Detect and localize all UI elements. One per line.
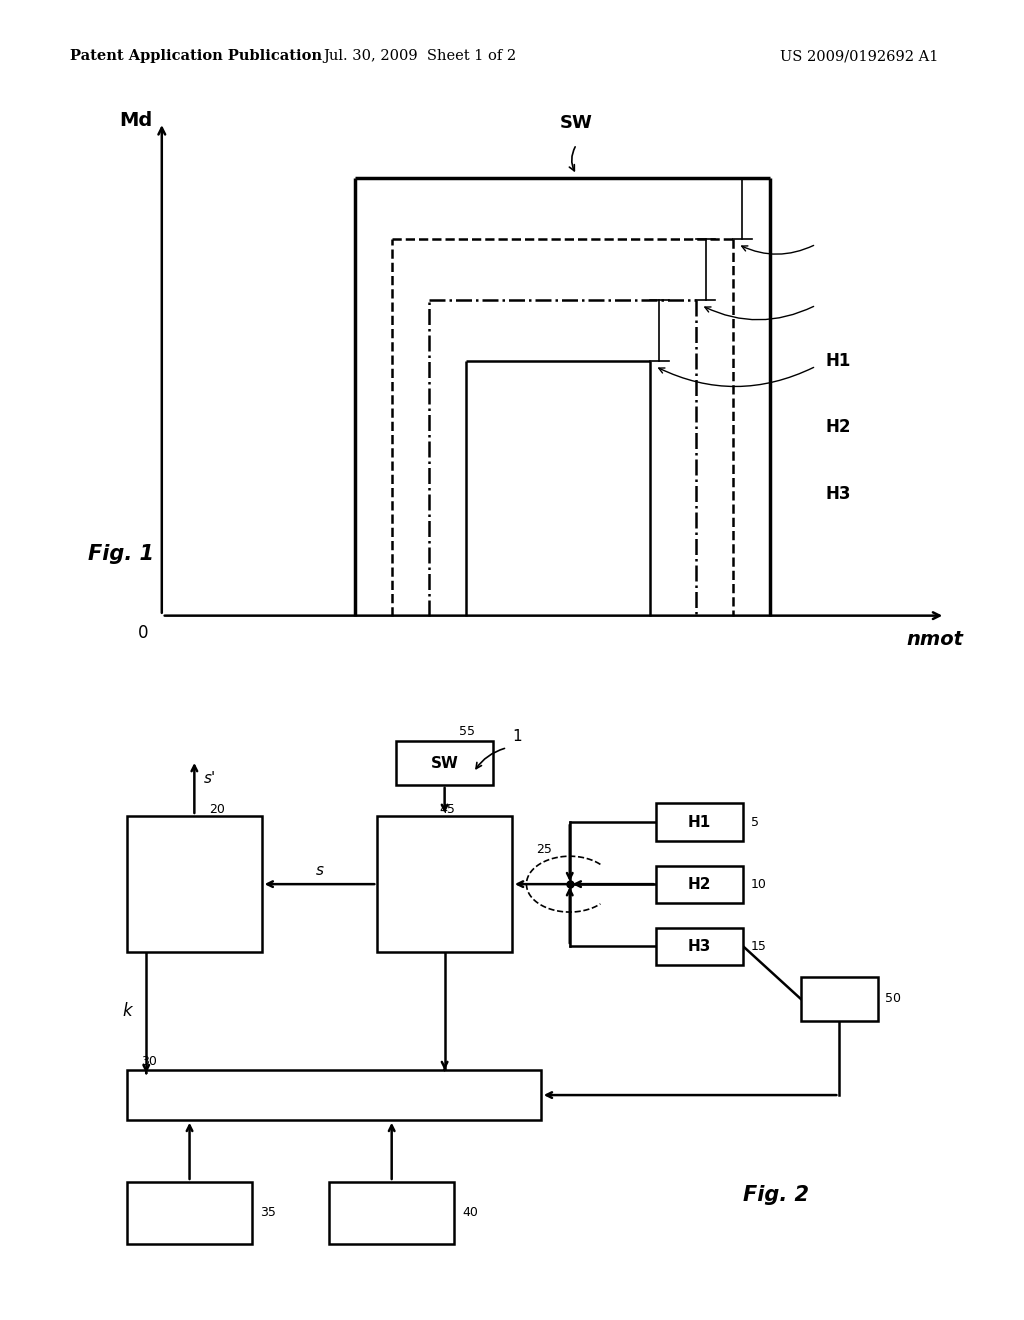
Text: SW: SW <box>431 755 459 771</box>
Bar <box>127 1181 252 1243</box>
Text: 40: 40 <box>462 1206 478 1220</box>
Text: 45: 45 <box>440 803 456 816</box>
Bar <box>329 1181 455 1243</box>
Text: 55: 55 <box>459 725 475 738</box>
Bar <box>656 928 743 965</box>
Text: Md: Md <box>120 111 153 131</box>
Text: Patent Application Publication: Patent Application Publication <box>70 49 322 63</box>
Text: nmot: nmot <box>906 630 964 648</box>
Bar <box>656 804 743 841</box>
Bar <box>127 1071 541 1119</box>
Text: 0: 0 <box>137 624 148 642</box>
Text: H3: H3 <box>688 939 712 953</box>
Bar <box>801 977 878 1020</box>
Text: 50: 50 <box>886 993 901 1006</box>
Text: 15: 15 <box>751 940 767 953</box>
Text: H3: H3 <box>825 484 851 503</box>
Text: H1: H1 <box>825 351 851 370</box>
Bar <box>127 816 262 953</box>
Text: US 2009/0192692 A1: US 2009/0192692 A1 <box>780 49 938 63</box>
Bar <box>656 866 743 903</box>
Text: Jul. 30, 2009  Sheet 1 of 2: Jul. 30, 2009 Sheet 1 of 2 <box>324 49 516 63</box>
Text: H1: H1 <box>688 814 712 829</box>
Text: 30: 30 <box>141 1055 158 1068</box>
Bar <box>396 742 493 785</box>
Text: k: k <box>122 1002 132 1020</box>
Text: 20: 20 <box>209 803 224 816</box>
Text: 5: 5 <box>751 816 759 829</box>
Text: 25: 25 <box>537 843 552 857</box>
Text: 35: 35 <box>260 1206 275 1220</box>
Text: H2: H2 <box>688 876 712 891</box>
Text: s: s <box>315 863 324 878</box>
Text: Fig. 2: Fig. 2 <box>743 1184 809 1205</box>
Bar <box>377 816 512 953</box>
Text: 1: 1 <box>512 730 521 744</box>
Text: SW: SW <box>560 114 593 132</box>
Text: 10: 10 <box>751 878 767 891</box>
Text: H2: H2 <box>825 418 851 436</box>
Text: Fig. 1: Fig. 1 <box>88 544 154 564</box>
Text: s': s' <box>204 771 216 787</box>
